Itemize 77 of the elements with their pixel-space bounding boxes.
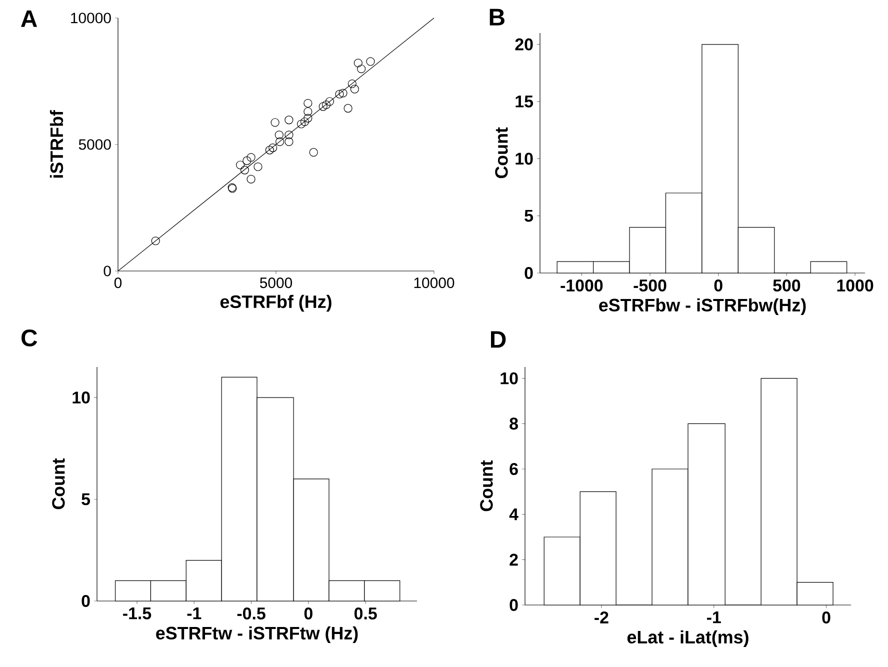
y-tick-label: 0 bbox=[524, 267, 533, 279]
point bbox=[274, 130, 284, 140]
y-tick-label: 20 bbox=[515, 38, 533, 50]
x-tick-label: -1000 bbox=[560, 280, 603, 292]
point bbox=[338, 88, 348, 98]
x-tick-label: 1000 bbox=[837, 280, 874, 292]
x-tick-label: 0 bbox=[304, 608, 312, 620]
point bbox=[366, 57, 375, 66]
y-axis-title: Count bbox=[52, 458, 65, 510]
y-tick-label: 5 bbox=[82, 493, 90, 506]
x-tick-label: -500 bbox=[634, 280, 666, 292]
point bbox=[296, 120, 306, 128]
x-tick-label: 10000 bbox=[414, 278, 454, 288]
chart-title: D bbox=[491, 331, 506, 348]
x-axis-title: eSTRFtw - iSTRFtw (Hz) bbox=[156, 626, 358, 644]
y-tick-label: 10 bbox=[72, 392, 90, 404]
y-tick-label: 10 bbox=[516, 152, 533, 165]
point bbox=[322, 100, 331, 110]
point bbox=[304, 107, 312, 116]
x-tick-label: -2 bbox=[594, 612, 608, 624]
chart-title: C bbox=[22, 329, 38, 346]
point bbox=[344, 104, 352, 113]
point bbox=[236, 160, 245, 170]
x-tick-label: 0.5 bbox=[354, 608, 377, 620]
y-tick-label: 4 bbox=[509, 508, 518, 520]
y-tick-label: 15 bbox=[516, 96, 534, 108]
y-tick-label: 10 bbox=[500, 372, 518, 384]
point bbox=[276, 137, 284, 146]
y-tick-label: 0 bbox=[510, 599, 518, 611]
point bbox=[350, 84, 359, 94]
y-tick-label: 0 bbox=[104, 266, 111, 276]
point bbox=[304, 114, 312, 122]
point bbox=[246, 153, 256, 162]
y-axis-title: Count bbox=[495, 127, 508, 178]
x-tick-label: -0.5 bbox=[237, 608, 266, 620]
point bbox=[270, 118, 280, 127]
y-tick-label: 8 bbox=[510, 418, 518, 430]
point bbox=[318, 102, 328, 111]
point bbox=[151, 236, 160, 246]
point bbox=[246, 174, 256, 184]
x-tick-label: 500 bbox=[773, 280, 800, 292]
x-axis-title: eLat - iLat(ms) bbox=[627, 630, 748, 648]
point bbox=[309, 148, 318, 157]
x-tick-label: -1 bbox=[187, 608, 202, 620]
y-axis-title: iSTRFbf bbox=[50, 110, 64, 178]
point bbox=[325, 97, 334, 106]
point bbox=[284, 137, 294, 146]
x-tick-label: 5000 bbox=[260, 278, 292, 288]
y-tick-label: 2 bbox=[510, 554, 518, 566]
point bbox=[304, 98, 312, 108]
x-tick-label: 0 bbox=[714, 280, 722, 292]
point bbox=[300, 117, 310, 126]
point bbox=[348, 79, 356, 88]
x-tick-label: 0 bbox=[822, 612, 830, 624]
y-tick-label: 5000 bbox=[78, 139, 111, 150]
y-tick-label: 10000 bbox=[71, 12, 111, 24]
point bbox=[240, 166, 250, 174]
point bbox=[284, 116, 294, 124]
point bbox=[265, 146, 274, 154]
chart-title: A bbox=[20, 10, 38, 27]
point bbox=[254, 162, 262, 172]
point bbox=[335, 90, 344, 98]
x-tick-label: 0 bbox=[114, 278, 122, 288]
point bbox=[284, 130, 294, 140]
x-tick-label: -1 bbox=[706, 612, 721, 624]
y-tick-label: 5 bbox=[524, 210, 534, 222]
y-tick-label: 0 bbox=[82, 595, 90, 607]
point bbox=[357, 64, 366, 74]
point bbox=[354, 58, 362, 68]
y-tick-label: 6 bbox=[510, 463, 518, 475]
y-axis-title: Count bbox=[480, 460, 493, 512]
chart-title: B bbox=[490, 8, 504, 26]
point bbox=[268, 144, 278, 152]
point bbox=[242, 156, 252, 165]
x-axis-title: eSTRFbf (Hz) bbox=[220, 294, 332, 312]
x-axis-title: eSTRFbw - iSTRFbw(Hz) bbox=[599, 298, 806, 316]
x-tick-label: -1.5 bbox=[123, 608, 152, 620]
